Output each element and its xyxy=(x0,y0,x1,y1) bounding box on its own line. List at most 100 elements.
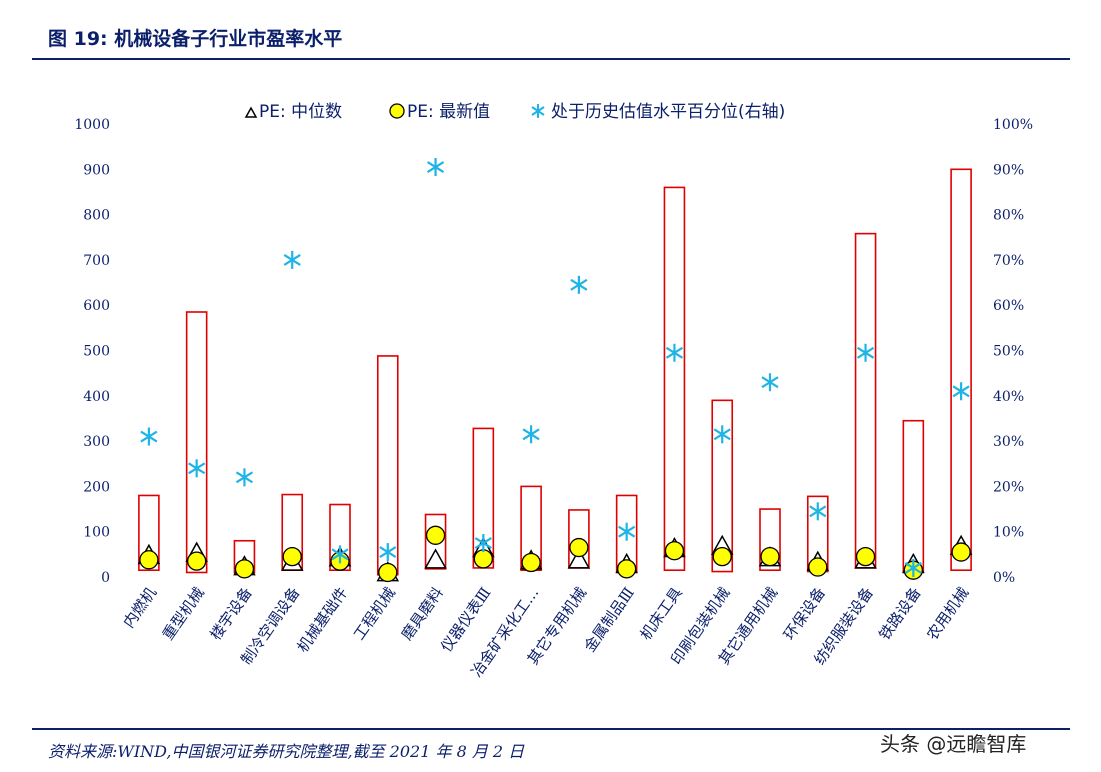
left-tick-label: 900 xyxy=(83,162,110,178)
latest-marker xyxy=(951,542,971,562)
left-tick-label: 1000 xyxy=(74,117,110,133)
latest-marker xyxy=(855,546,876,567)
percentile-marker xyxy=(618,522,636,541)
latest-marker xyxy=(425,525,446,545)
latest-marker xyxy=(569,537,589,558)
latest-marker-group xyxy=(139,525,971,583)
percentile-marker xyxy=(379,543,397,562)
right-tick-label: 40% xyxy=(993,389,1024,405)
legend-percentile: 处于历史估值水平百分位(右轴) xyxy=(531,102,785,122)
source-rule xyxy=(32,728,1070,730)
category-label: 农用机械 xyxy=(923,584,972,643)
category-label: 重型机械 xyxy=(159,584,208,643)
median-marker xyxy=(567,548,591,569)
category-label: 工程机械 xyxy=(350,584,399,643)
latest-marker xyxy=(234,559,255,579)
bar-group xyxy=(138,168,972,576)
percentile-marker xyxy=(570,275,588,294)
left-tick-label: 600 xyxy=(83,298,110,314)
percentile-marker xyxy=(665,343,684,362)
right-tick-label: 90% xyxy=(993,162,1024,178)
range-bar xyxy=(950,168,972,572)
category-labels: 内燃机重型机械楼宇设备制冷空调设备机械基础件工程机械磨具磨料仪器仪表Ⅲ冶金矿采化… xyxy=(120,584,973,680)
median-marker-group xyxy=(137,534,973,582)
latest-marker xyxy=(282,546,302,567)
percentile-marker xyxy=(235,468,254,487)
percentile-marker xyxy=(140,427,158,446)
range-bar xyxy=(759,508,781,572)
legend-median: PE: 中位数 xyxy=(244,102,342,122)
right-tick-label: 0% xyxy=(993,570,1015,586)
range-bar xyxy=(424,513,447,570)
percentile-marker xyxy=(713,425,731,444)
left-tick-label: 700 xyxy=(83,253,110,269)
latest-marker xyxy=(473,549,493,569)
right-tick-label: 20% xyxy=(993,479,1024,495)
legend-latest-label: PE: 最新值 xyxy=(407,102,490,122)
percentile-marker-group xyxy=(140,158,970,577)
latest-marker xyxy=(760,546,780,567)
left-tick-label: 400 xyxy=(83,389,110,405)
legend-latest: PE: 最新值 xyxy=(389,102,490,122)
right-tick-label: 50% xyxy=(993,344,1024,360)
category-label: 磨具磨料 xyxy=(398,584,447,643)
percentile-marker xyxy=(474,534,492,553)
title-rule xyxy=(32,58,1070,60)
range-bar xyxy=(854,232,877,569)
range-bar xyxy=(902,419,925,574)
percentile-marker xyxy=(426,158,445,177)
right-tick-label: 10% xyxy=(993,525,1024,541)
figure-title: 图 19: 机械设备子行业市盈率水平 xyxy=(48,28,343,50)
range-bar xyxy=(711,399,734,573)
percentile-marker xyxy=(952,382,970,401)
category-label: 环保设备 xyxy=(780,584,829,643)
right-tick-label: 80% xyxy=(993,208,1024,224)
percentile-marker xyxy=(283,250,301,269)
range-bar xyxy=(663,186,686,572)
left-tick-label: 500 xyxy=(83,344,110,360)
legend-median-triangle-icon xyxy=(244,106,258,118)
latest-marker xyxy=(712,546,732,567)
latest-marker xyxy=(664,541,685,561)
category-label: 机床工具 xyxy=(637,584,686,643)
latest-marker xyxy=(187,551,207,571)
percentile-marker xyxy=(188,459,206,478)
category-label: 楼宇设备 xyxy=(207,584,256,643)
chart-legend: PE: 中位数 PE: 最新值 处于历史估值水平百分位(右轴) xyxy=(244,102,785,122)
percentile-marker xyxy=(522,425,540,444)
right-axis-ticks: 0% 10% 20% 30% 40% 50% 60% 70% 80% 90% 100% xyxy=(993,117,1033,586)
percentile-marker xyxy=(856,343,875,362)
chart: PE: 中位数 PE: 最新值 处于历史估值水平百分位(右轴) 0 100 200 3… xyxy=(74,102,1033,680)
right-tick-label: 30% xyxy=(993,434,1024,450)
left-tick-label: 300 xyxy=(83,434,110,450)
left-axis-ticks: 0 100 200 300 400 500 600 700 800 900 1000 xyxy=(74,117,110,586)
percentile-marker xyxy=(809,502,827,521)
category-label: 铁路设备 xyxy=(875,584,924,643)
percentile-marker xyxy=(761,373,779,392)
right-tick-label: 60% xyxy=(993,298,1024,314)
latest-marker xyxy=(521,552,541,573)
percentile-marker xyxy=(331,545,349,564)
latest-marker xyxy=(378,562,398,583)
latest-marker xyxy=(808,557,828,577)
category-label: 内燃机 xyxy=(120,584,161,631)
right-tick-label: 100% xyxy=(993,117,1033,133)
latest-marker xyxy=(617,559,637,579)
percentile-marker xyxy=(904,558,922,577)
left-tick-label: 800 xyxy=(83,208,110,224)
median-marker xyxy=(424,548,447,569)
left-tick-label: 200 xyxy=(83,479,110,495)
left-tick-label: 0 xyxy=(101,570,110,586)
latest-marker xyxy=(139,550,159,570)
range-bar xyxy=(185,311,208,574)
left-tick-label: 100 xyxy=(83,525,110,541)
range-bar xyxy=(376,355,399,576)
right-tick-label: 70% xyxy=(993,253,1024,269)
source-note: 资料来源:WIND,中国银河证券研究院整理,截至 2021 年 8 月 2 日 xyxy=(48,742,525,761)
watermark: 头条 @远瞻智库 xyxy=(880,732,1027,756)
legend-percentile-label: 处于历史估值水平百分位(右轴) xyxy=(551,102,785,122)
legend-latest-circle-icon xyxy=(389,103,405,119)
range-bar xyxy=(138,494,160,572)
legend-median-label: PE: 中位数 xyxy=(259,102,342,122)
legend-percentile-asterisk-icon xyxy=(531,104,545,118)
